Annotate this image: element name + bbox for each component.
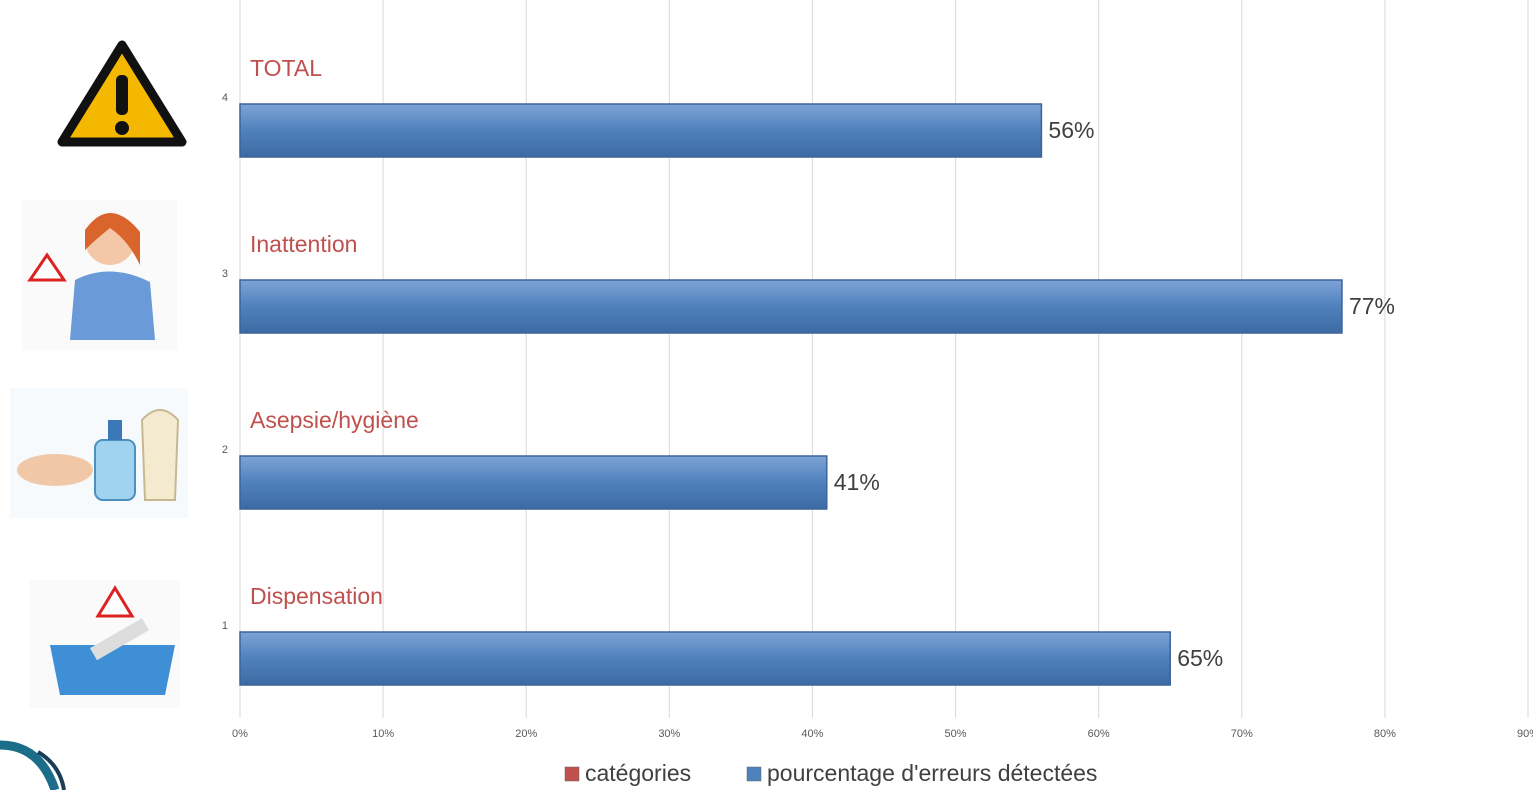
category-label: TOTAL xyxy=(250,55,322,81)
icon-warning xyxy=(57,40,187,147)
y-tick-label: 4 xyxy=(222,92,228,104)
y-tick-label: 3 xyxy=(222,268,228,280)
x-tick-label: 90% xyxy=(1517,728,1533,740)
category-label: Asepsie/hygiène xyxy=(250,407,419,433)
data-label: 77% xyxy=(1349,293,1395,319)
legend-swatch xyxy=(746,766,762,782)
y-tick-label: 2 xyxy=(222,444,228,456)
icon-nurse xyxy=(22,200,177,350)
icon-hygiene xyxy=(10,388,188,518)
bar xyxy=(239,103,1043,158)
x-tick-label: 60% xyxy=(1088,728,1110,740)
icon-tray xyxy=(30,580,180,708)
x-tick-label: 40% xyxy=(801,728,823,740)
x-tick-label: 0% xyxy=(232,728,248,740)
legend-swatch xyxy=(564,766,580,782)
y-tick-label: 1 xyxy=(222,620,228,632)
logo xyxy=(0,740,66,790)
category-label: Dispensation xyxy=(250,583,383,609)
legend-label: pourcentage d'erreurs détectées xyxy=(767,760,1097,786)
category-label: Inattention xyxy=(250,231,357,257)
x-tick-label: 50% xyxy=(945,728,967,740)
legend-label: catégories xyxy=(585,760,691,786)
bar xyxy=(239,279,1343,334)
bar xyxy=(239,631,1171,686)
x-tick-label: 10% xyxy=(372,728,394,740)
data-label: 56% xyxy=(1048,117,1094,143)
x-tick-label: 80% xyxy=(1374,728,1396,740)
x-tick-label: 20% xyxy=(515,728,537,740)
x-tick-label: 70% xyxy=(1231,728,1253,740)
data-label: 41% xyxy=(834,469,880,495)
bar xyxy=(239,455,828,510)
x-tick-label: 30% xyxy=(658,728,680,740)
data-label: 65% xyxy=(1177,645,1223,671)
